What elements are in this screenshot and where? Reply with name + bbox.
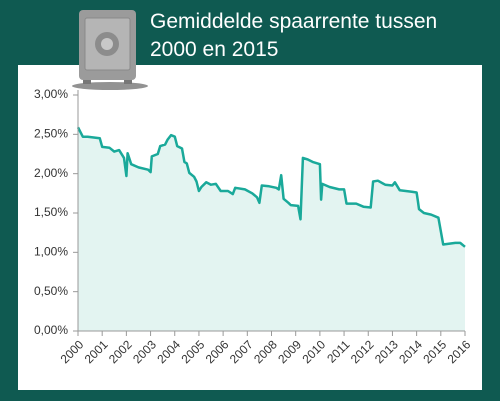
y-tick-label: 0,00% (34, 323, 68, 337)
area (78, 127, 465, 331)
safe-foot (83, 80, 91, 84)
safe-foot (124, 80, 132, 84)
y-tick-label: 3,00% (34, 87, 68, 101)
chart-title: Gemiddelde spaarrente tussen 2000 en 201… (150, 10, 438, 61)
y-tick-label: 0,50% (34, 284, 68, 298)
y-tick-label: 2,50% (34, 127, 68, 141)
y-tick-label: 2,00% (34, 166, 68, 180)
safe-dial-center (101, 38, 113, 50)
y-tick-label: 1,00% (34, 245, 68, 259)
line (76, 126, 466, 248)
y-tick-label: 1,50% (34, 205, 68, 219)
safe-icon (72, 10, 148, 90)
